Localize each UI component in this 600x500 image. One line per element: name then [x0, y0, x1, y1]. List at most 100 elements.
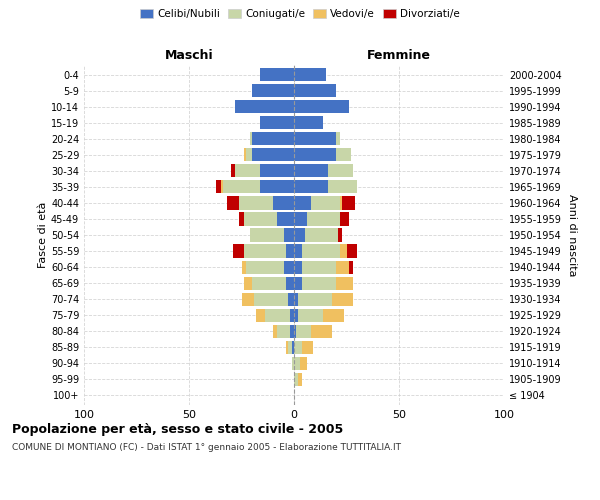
Bar — [260, 116, 294, 130]
Bar — [221, 180, 223, 194]
Bar — [294, 100, 349, 114]
Bar — [294, 324, 296, 338]
Bar — [286, 244, 294, 258]
Bar — [288, 292, 294, 306]
Bar — [231, 164, 235, 177]
Bar — [252, 148, 294, 162]
Bar — [302, 260, 336, 274]
Bar — [241, 260, 246, 274]
Bar — [294, 68, 325, 81]
Bar — [332, 292, 353, 306]
Bar — [296, 324, 311, 338]
Bar — [273, 324, 277, 338]
Bar — [294, 84, 336, 97]
Bar — [260, 164, 294, 177]
Text: COMUNE DI MONTIANO (FC) - Dati ISTAT 1° gennaio 2005 - Elaborazione TUTTITALIA.I: COMUNE DI MONTIANO (FC) - Dati ISTAT 1° … — [12, 442, 401, 452]
Bar — [302, 340, 313, 354]
Bar — [235, 100, 294, 114]
Bar — [349, 260, 353, 274]
Bar — [294, 292, 298, 306]
Bar — [288, 340, 292, 354]
Bar — [284, 260, 294, 274]
Bar — [294, 276, 302, 289]
Bar — [294, 196, 311, 209]
Bar — [336, 132, 340, 145]
Bar — [298, 373, 302, 386]
Text: Maschi: Maschi — [164, 50, 214, 62]
Bar — [294, 164, 328, 177]
Bar — [292, 356, 294, 370]
Y-axis label: Anni di nascita: Anni di nascita — [567, 194, 577, 276]
Bar — [246, 260, 284, 274]
Bar — [233, 244, 244, 258]
Bar — [323, 308, 344, 322]
Bar — [294, 308, 298, 322]
Bar — [227, 196, 239, 209]
Bar — [294, 260, 302, 274]
Bar — [294, 180, 328, 194]
Bar — [254, 292, 288, 306]
Bar — [256, 308, 265, 322]
Bar — [235, 164, 260, 177]
Bar — [244, 148, 246, 162]
Bar — [286, 276, 294, 289]
Bar — [286, 340, 288, 354]
Bar — [292, 340, 294, 354]
Bar — [342, 196, 355, 209]
Bar — [244, 276, 252, 289]
Bar — [223, 180, 260, 194]
Bar — [260, 68, 294, 81]
Bar — [340, 244, 347, 258]
Bar — [302, 244, 340, 258]
Bar — [250, 132, 252, 145]
Bar — [294, 148, 336, 162]
Bar — [328, 164, 353, 177]
Text: Femmine: Femmine — [367, 50, 431, 62]
Bar — [250, 228, 284, 241]
Bar — [294, 212, 307, 226]
Bar — [340, 212, 349, 226]
Bar — [260, 180, 294, 194]
Bar — [298, 308, 323, 322]
Bar — [252, 84, 294, 97]
Bar — [284, 228, 294, 241]
Bar — [294, 340, 302, 354]
Bar — [294, 244, 302, 258]
Bar — [294, 116, 323, 130]
Bar — [294, 132, 336, 145]
Bar — [217, 180, 221, 194]
Bar — [328, 180, 357, 194]
Bar — [277, 324, 290, 338]
Bar — [290, 308, 294, 322]
Bar — [311, 324, 332, 338]
Bar — [252, 276, 286, 289]
Bar — [294, 228, 305, 241]
Bar — [336, 260, 349, 274]
Bar — [336, 148, 350, 162]
Bar — [340, 196, 342, 209]
Bar — [290, 324, 294, 338]
Bar — [338, 228, 342, 241]
Bar — [239, 196, 273, 209]
Bar — [239, 212, 244, 226]
Bar — [307, 212, 340, 226]
Bar — [244, 244, 286, 258]
Bar — [294, 356, 301, 370]
Bar — [252, 132, 294, 145]
Text: Popolazione per età, sesso e stato civile - 2005: Popolazione per età, sesso e stato civil… — [12, 422, 343, 436]
Bar — [265, 308, 290, 322]
Bar — [241, 292, 254, 306]
Bar — [298, 292, 332, 306]
Bar — [244, 212, 277, 226]
Bar — [302, 276, 336, 289]
Bar — [336, 276, 353, 289]
Bar — [246, 148, 252, 162]
Bar — [301, 356, 307, 370]
Bar — [305, 228, 338, 241]
Bar — [277, 212, 294, 226]
Y-axis label: Fasce di età: Fasce di età — [38, 202, 48, 268]
Bar — [294, 373, 298, 386]
Bar — [273, 196, 294, 209]
Bar — [347, 244, 357, 258]
Legend: Celibi/Nubili, Coniugati/e, Vedovi/e, Divorziati/e: Celibi/Nubili, Coniugati/e, Vedovi/e, Di… — [136, 5, 464, 24]
